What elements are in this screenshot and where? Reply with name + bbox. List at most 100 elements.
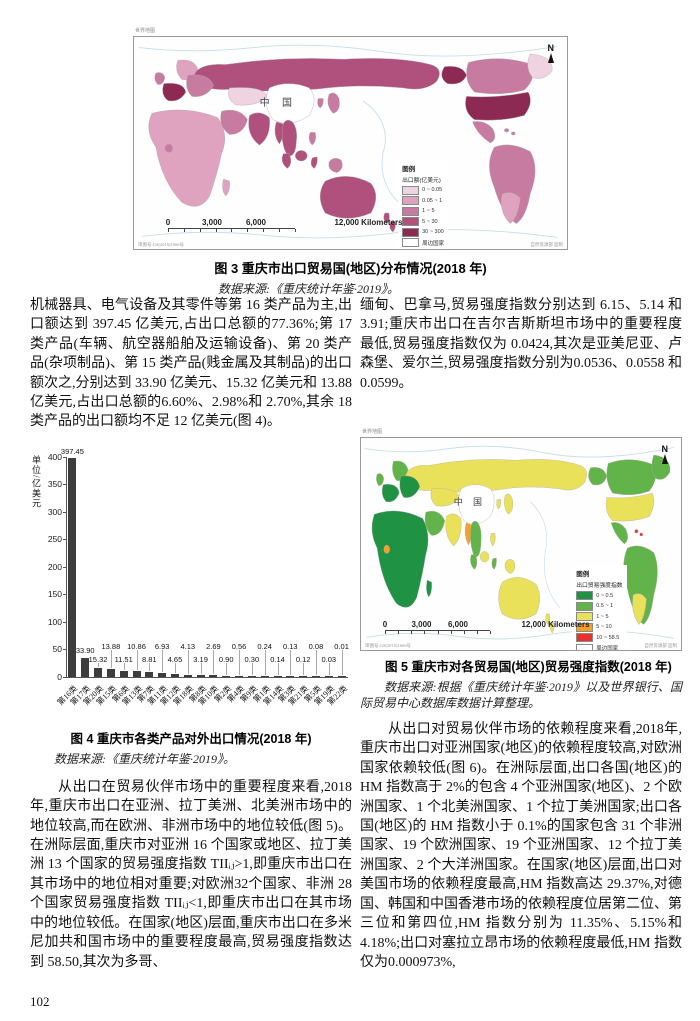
map-region-sulawesi [491, 557, 497, 570]
scalebar-tick [476, 631, 478, 635]
map-region-australia [498, 577, 540, 620]
y-tick-mark [63, 621, 66, 623]
map-region-mexico [610, 522, 628, 545]
legend-item: 5 ~ 30 [402, 217, 444, 227]
bar [145, 671, 154, 677]
scalebar-tick [490, 631, 492, 635]
scalebar-label: 6,000 [245, 218, 267, 227]
legend-item: 1 ~ 5 [402, 206, 444, 216]
legend-label: 0.05 ~ 1 [422, 197, 443, 204]
figure3-source: 数据来源:《重庆统计年鉴·2019》。 [218, 282, 399, 296]
bar-value-label: 6.93 [154, 641, 170, 651]
map-region-sumatra [281, 153, 292, 169]
y-tick-label: 400 [47, 451, 62, 462]
map-scalebar: 0 3,000 6,000 12,000 Kilometers [383, 620, 590, 635]
map-region-korea [496, 499, 502, 510]
figure3-block: 世界地图 中 国 N 图例 出口额(亿美元) 0 ~ 0.05 0.05 ~ 1 1 ~… [133, 28, 568, 297]
map-region-uk [376, 473, 384, 486]
map-region-south_america [489, 144, 536, 224]
y-tick-mark [63, 456, 66, 458]
figure5-caption: 图 5 重庆市对各贸易国(地区)贸易强度指数(2018 年) [385, 660, 672, 675]
map-region-caribbean [504, 128, 516, 136]
bar-value-label: 0.03 [321, 654, 337, 664]
label-leader-line [200, 663, 202, 675]
map-region-india [445, 513, 462, 547]
map-region-japan [327, 92, 340, 114]
legend-item: 0.05 ~ 1 [402, 196, 444, 206]
label-leader-line [149, 663, 151, 671]
label-leader-line [226, 663, 228, 676]
legend-swatch [402, 196, 420, 206]
ocean-coastline [362, 100, 404, 207]
label-leader-line [328, 663, 330, 676]
map-publisher: 自然资源部 监制 [530, 242, 563, 247]
label-leader-line [136, 650, 138, 670]
legend-swatch [402, 185, 420, 195]
legend-swatch [576, 591, 594, 601]
legend-item: 30 ~ 300 [402, 227, 444, 237]
legend-label: 5 ~ 30 [422, 218, 438, 225]
bar-value-label: 0.56 [231, 641, 247, 651]
bar [209, 675, 218, 677]
bar [68, 458, 77, 677]
bar [235, 676, 244, 677]
legend-label: 1 ~ 5 [596, 613, 609, 620]
scalebar-label: 0 [165, 218, 171, 227]
x-axis-line [66, 676, 348, 678]
map-region-china [266, 83, 315, 124]
map-region-russia [191, 58, 440, 92]
north-arrow-triangle [661, 454, 668, 465]
bar-value-label: 0.12 [295, 654, 311, 664]
bar-value-label: 11.51 [114, 654, 133, 664]
scalebar-ruler [385, 630, 492, 635]
bar-value-label: 0.01 [334, 641, 349, 651]
bar [286, 676, 295, 677]
legend-label: 1 ~ 5 [422, 208, 435, 215]
map-approval-number: 审图号:GS(2016)1666号 [138, 242, 184, 247]
label-leader-line [123, 663, 125, 670]
bar-value-label: 0.14 [270, 654, 285, 664]
map-region-philippines [308, 132, 316, 146]
right-column: 缅甸、巴拿马,贸易强度指数分别达到 6.15、5.14 和 3.91;重庆市出口… [360, 296, 682, 972]
legend-title: 图例 [576, 571, 590, 579]
map-region-se_asia [470, 520, 482, 558]
label-leader-line [277, 663, 279, 676]
bar-value-label: 10.86 [127, 641, 146, 651]
legend-swatch [402, 238, 420, 248]
scalebar-ruler [168, 228, 296, 233]
legend-label: 0 ~ 0.05 [422, 187, 443, 194]
map-region-europe_west [162, 83, 186, 102]
bar-value-label: 3.19 [193, 654, 208, 664]
bar-value-label: 8.81 [142, 654, 157, 664]
legend-swatch [402, 206, 420, 216]
map-region-madagascar [222, 178, 230, 197]
figure4-caption: 图 4 重庆市各类产品对外出口情况(2018 年) [70, 731, 312, 746]
label-leader-line [174, 663, 176, 674]
label-leader-line [239, 650, 241, 676]
bar [196, 675, 205, 677]
legend-item: 5 ~ 10 [576, 622, 622, 632]
ocean-coastline [141, 229, 558, 239]
map-scalebar: 0 3,000 6,000 12,000 Kilometers [165, 218, 403, 233]
china-map-label: 中 国 [259, 98, 298, 110]
label-leader-line [187, 650, 189, 674]
legend-label: 5 ~ 10 [596, 624, 612, 631]
figure5-world-map: 中 国 N 图例 出口贸易强度指数 0 ~ 0.5 0.5 ~ 1 1 ~ 5 5 ~ 1… [360, 437, 682, 652]
map-region-africa [148, 109, 225, 207]
scalebar-labels: 0 3,000 6,000 12,000 Kilometers [383, 620, 590, 630]
north-arrow-icon: N [661, 445, 668, 465]
bar-value-label: 4.65 [167, 654, 183, 664]
bar [170, 674, 179, 677]
legend-label: 30 ~ 300 [422, 229, 444, 236]
bar [337, 676, 346, 677]
map-region-philippines [490, 533, 496, 547]
map-region-caribbean [634, 529, 643, 537]
y-tick-label: 100 [47, 616, 62, 627]
legend-label: 0.5 ~ 1 [596, 603, 614, 610]
scalebar-tick [398, 631, 400, 635]
map-region-europe_east [399, 475, 421, 498]
legend-subtitle: 出口额(亿美元) [402, 177, 441, 184]
bar-value-label: 2.69 [206, 641, 221, 651]
label-leader-line [110, 650, 112, 669]
legend-item: 周边国家 [402, 238, 444, 248]
